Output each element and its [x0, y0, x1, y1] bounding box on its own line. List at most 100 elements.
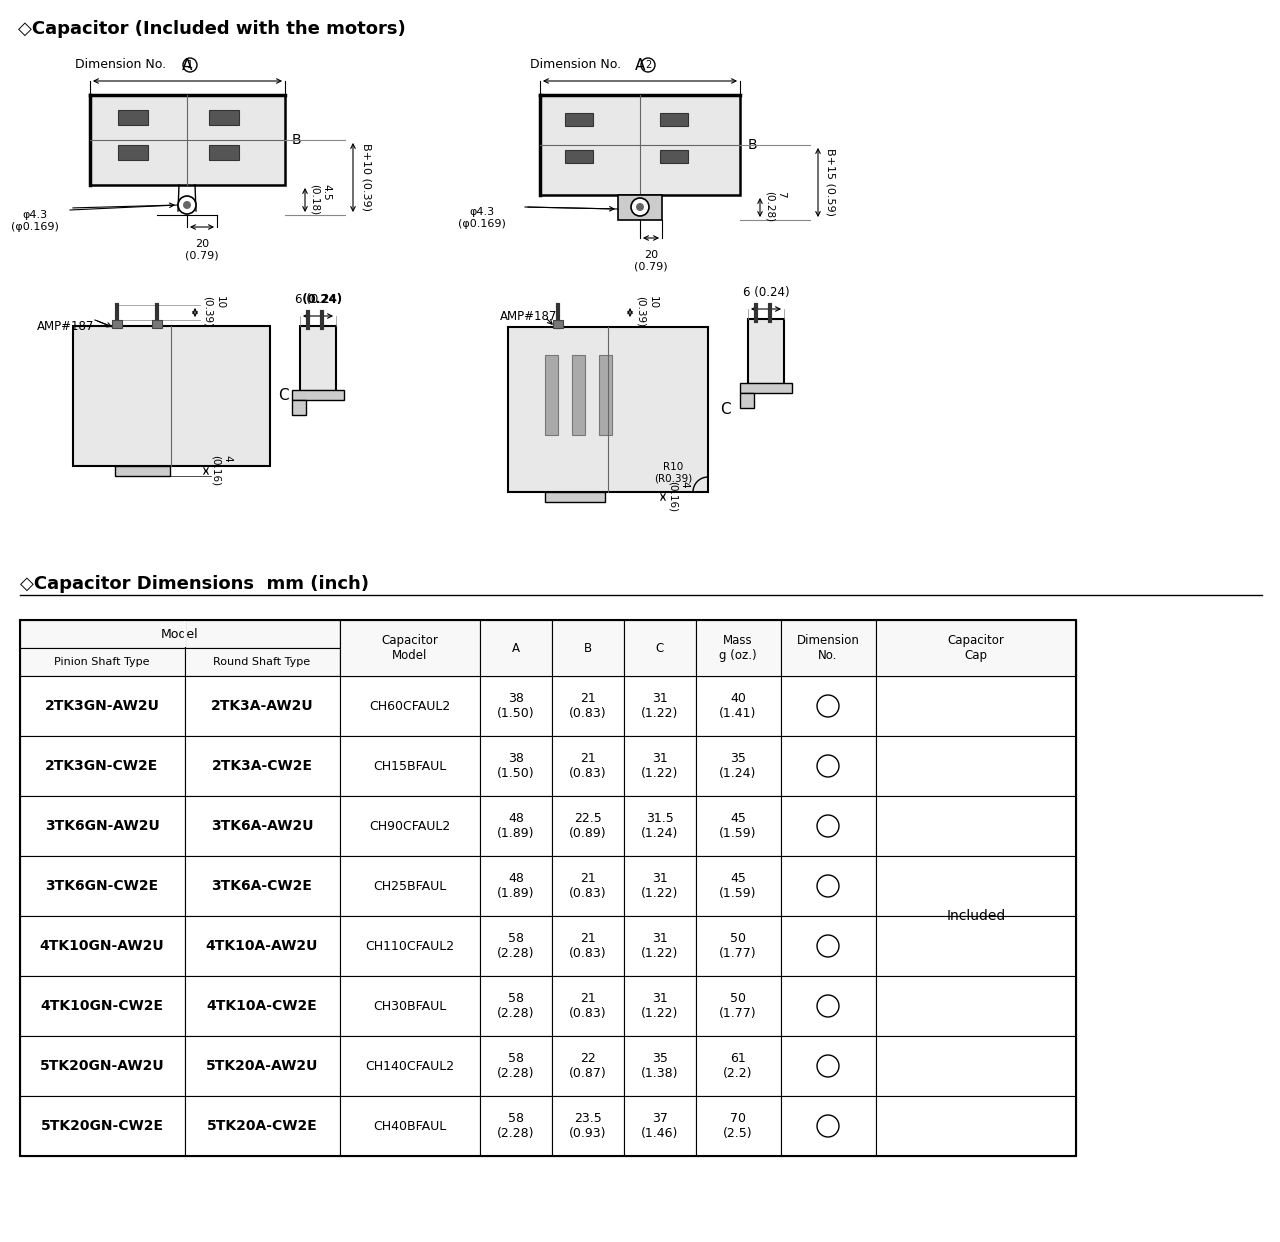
Bar [552, 976, 625, 1036]
Bar [20, 976, 186, 1036]
Text: CH60CFAUL2: CH60CFAUL2 [370, 699, 451, 713]
Circle shape [636, 202, 644, 211]
Text: 21
(0.83): 21 (0.83) [570, 692, 607, 720]
Bar [20, 1095, 186, 1156]
Bar [696, 737, 781, 796]
Text: 37
(1.46): 37 (1.46) [641, 1112, 678, 1140]
Text: 10
(0.39): 10 (0.39) [204, 297, 224, 328]
Bar [625, 796, 696, 856]
Bar [625, 976, 696, 1036]
Bar [115, 466, 170, 476]
Circle shape [817, 755, 838, 777]
Bar [625, 737, 696, 796]
Text: 21
(0.83): 21 (0.83) [570, 992, 607, 1020]
Text: 21
(0.83): 21 (0.83) [570, 751, 607, 780]
Bar [186, 856, 340, 917]
Bar [340, 1095, 480, 1156]
Text: Round Shaft Type: Round Shaft Type [214, 657, 311, 667]
Bar [480, 620, 552, 676]
Bar [118, 111, 148, 125]
Bar [781, 796, 876, 856]
Bar [186, 737, 340, 796]
Text: CH110CFAUL2: CH110CFAUL2 [365, 939, 454, 953]
Bar [625, 917, 696, 976]
Text: B: B [584, 642, 593, 655]
Bar [186, 1036, 340, 1095]
Text: 1: 1 [824, 761, 832, 771]
Bar [186, 676, 340, 737]
Text: 5TK20GN-CW2E: 5TK20GN-CW2E [41, 1119, 164, 1133]
Text: 6 (0.24): 6 (0.24) [742, 286, 790, 299]
Text: 35
(1.38): 35 (1.38) [641, 1052, 678, 1081]
Bar [781, 917, 876, 976]
Bar [553, 320, 563, 328]
Text: 22.5
(0.89): 22.5 (0.89) [570, 812, 607, 840]
Bar [876, 648, 1076, 676]
Bar [696, 676, 781, 737]
Bar [564, 150, 593, 163]
Text: 45
(1.59): 45 (1.59) [719, 812, 756, 840]
Bar [480, 737, 552, 796]
Text: 31
(1.22): 31 (1.22) [641, 992, 678, 1020]
Text: Pinion Shaft Type: Pinion Shaft Type [54, 657, 150, 667]
Text: CH140CFAUL2: CH140CFAUL2 [365, 1059, 454, 1073]
Bar [625, 1095, 696, 1156]
Text: 58
(2.28): 58 (2.28) [497, 932, 535, 960]
Bar [118, 145, 148, 160]
Bar [480, 917, 552, 976]
Bar [696, 620, 781, 648]
Text: 48
(1.89): 48 (1.89) [497, 872, 535, 900]
Bar [545, 492, 605, 502]
Bar [740, 392, 754, 409]
Text: CH40BFAUL: CH40BFAUL [374, 1119, 447, 1133]
Bar [209, 111, 239, 125]
Bar [552, 620, 625, 676]
Bar [625, 648, 696, 676]
Bar [480, 648, 552, 676]
Circle shape [817, 1115, 838, 1136]
Text: 4TK10GN-AW2U: 4TK10GN-AW2U [40, 939, 164, 953]
Bar [696, 1095, 781, 1156]
Circle shape [817, 815, 838, 837]
Bar [618, 195, 662, 220]
Bar [781, 620, 876, 676]
Text: 38
(1.50): 38 (1.50) [497, 751, 535, 780]
Text: 4
(0.16): 4 (0.16) [668, 482, 690, 513]
Text: 50
(1.77): 50 (1.77) [719, 932, 756, 960]
Text: 2TK3A-CW2E: 2TK3A-CW2E [211, 759, 312, 773]
Bar [20, 620, 1076, 1156]
Text: C: C [655, 642, 664, 655]
Bar [186, 917, 340, 976]
Bar [480, 1095, 552, 1156]
Text: 1: 1 [824, 821, 832, 831]
Circle shape [817, 876, 838, 897]
Bar [781, 976, 876, 1036]
Bar [696, 917, 781, 976]
Text: 1: 1 [824, 881, 832, 891]
Text: 31
(1.22): 31 (1.22) [641, 751, 678, 780]
Bar [625, 676, 696, 737]
Bar [340, 796, 480, 856]
Text: 4TK10A-AW2U: 4TK10A-AW2U [206, 939, 319, 953]
Text: 10
(0.39): 10 (0.39) [636, 297, 658, 328]
Bar [340, 1036, 480, 1095]
Bar [876, 620, 1076, 676]
Bar [696, 856, 781, 917]
Bar [781, 737, 876, 796]
Text: CH90CFAUL2: CH90CFAUL2 [370, 820, 451, 832]
Bar [340, 976, 480, 1036]
Text: 48
(1.89): 48 (1.89) [497, 812, 535, 840]
Text: AMP#187: AMP#187 [500, 310, 557, 323]
Bar [184, 621, 186, 647]
Text: 1: 1 [824, 1001, 832, 1011]
Bar [876, 676, 1076, 737]
Bar [696, 620, 781, 676]
Bar [625, 620, 696, 648]
Text: 3TK6GN-AW2U: 3TK6GN-AW2U [45, 818, 160, 833]
Bar [552, 620, 625, 648]
Bar [292, 390, 344, 400]
Text: 61
(2.2): 61 (2.2) [723, 1052, 753, 1081]
Circle shape [178, 196, 196, 214]
Bar [340, 917, 480, 976]
Text: B: B [292, 133, 302, 147]
